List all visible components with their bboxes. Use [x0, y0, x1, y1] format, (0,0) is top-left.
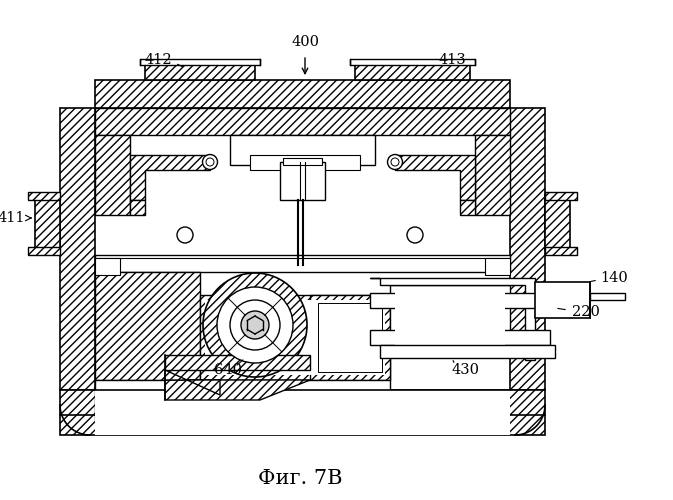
- Text: 640: 640: [214, 363, 242, 377]
- Circle shape: [177, 227, 193, 243]
- Polygon shape: [545, 195, 570, 250]
- Circle shape: [203, 273, 307, 377]
- Polygon shape: [545, 247, 577, 255]
- Circle shape: [391, 158, 399, 166]
- Polygon shape: [315, 300, 385, 375]
- Polygon shape: [545, 192, 577, 200]
- Polygon shape: [60, 108, 95, 390]
- Polygon shape: [395, 155, 475, 200]
- Circle shape: [388, 154, 402, 170]
- Circle shape: [203, 154, 217, 170]
- Polygon shape: [510, 108, 545, 390]
- Polygon shape: [130, 155, 210, 200]
- Polygon shape: [28, 192, 60, 200]
- Polygon shape: [370, 330, 550, 345]
- Circle shape: [217, 287, 293, 363]
- Polygon shape: [95, 108, 510, 135]
- Polygon shape: [28, 247, 60, 255]
- Polygon shape: [95, 135, 130, 215]
- Polygon shape: [370, 278, 535, 360]
- Polygon shape: [475, 135, 510, 215]
- Circle shape: [206, 158, 214, 166]
- Polygon shape: [390, 285, 510, 355]
- Circle shape: [241, 311, 269, 339]
- Text: 220: 220: [572, 305, 600, 319]
- Polygon shape: [250, 155, 360, 170]
- Polygon shape: [95, 380, 390, 395]
- Polygon shape: [200, 295, 390, 380]
- Polygon shape: [205, 300, 385, 375]
- Polygon shape: [95, 395, 390, 420]
- Text: 400: 400: [291, 35, 319, 49]
- Polygon shape: [370, 293, 555, 308]
- Polygon shape: [395, 290, 505, 350]
- Polygon shape: [485, 258, 510, 275]
- Polygon shape: [165, 355, 310, 370]
- Text: 413: 413: [438, 53, 466, 67]
- Polygon shape: [145, 62, 255, 80]
- Polygon shape: [460, 200, 475, 215]
- Circle shape: [230, 300, 280, 350]
- Polygon shape: [355, 62, 470, 80]
- Polygon shape: [280, 162, 325, 200]
- Text: 430: 430: [452, 363, 480, 377]
- Polygon shape: [165, 370, 220, 395]
- Text: 140: 140: [600, 271, 628, 285]
- Polygon shape: [35, 195, 60, 250]
- Polygon shape: [165, 380, 310, 400]
- Polygon shape: [535, 282, 590, 318]
- Polygon shape: [318, 303, 382, 372]
- Polygon shape: [95, 258, 120, 275]
- Polygon shape: [95, 272, 200, 380]
- Text: 412: 412: [144, 53, 172, 67]
- Polygon shape: [230, 135, 375, 165]
- Polygon shape: [130, 200, 145, 215]
- Circle shape: [407, 227, 423, 243]
- Polygon shape: [590, 293, 625, 300]
- Polygon shape: [95, 255, 510, 272]
- Polygon shape: [310, 295, 390, 380]
- Polygon shape: [140, 59, 260, 65]
- Text: Фиг. 7В: Фиг. 7В: [258, 468, 343, 487]
- Polygon shape: [95, 390, 510, 435]
- Text: 411: 411: [0, 211, 25, 225]
- Polygon shape: [60, 390, 545, 435]
- Polygon shape: [95, 80, 510, 108]
- Polygon shape: [283, 158, 322, 165]
- Polygon shape: [380, 345, 555, 358]
- Polygon shape: [350, 59, 475, 65]
